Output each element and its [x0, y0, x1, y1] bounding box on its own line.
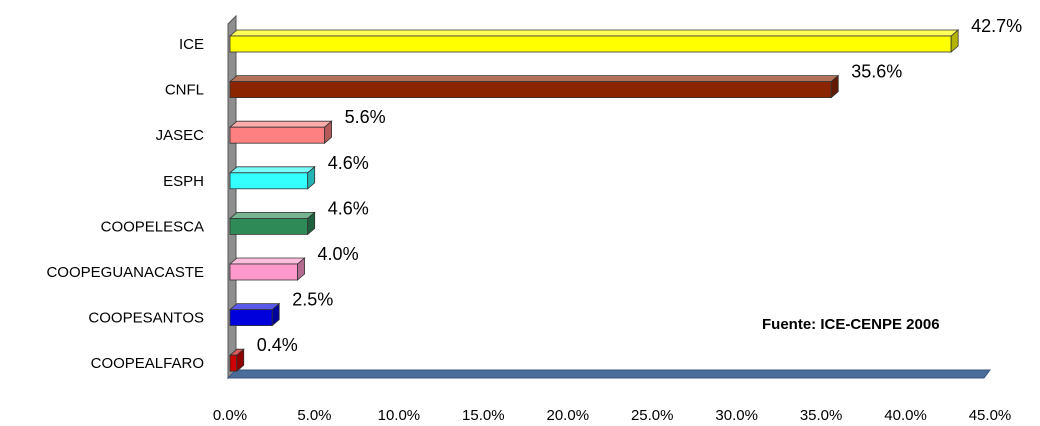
value-label: 4.6% [328, 198, 369, 218]
source-annotation: Fuente: ICE-CENPE 2006 [762, 316, 940, 333]
bar-top-face [228, 29, 960, 37]
bar [228, 302, 281, 327]
bar-top-face [228, 166, 316, 174]
bar-end-face [236, 348, 245, 373]
bar-top-face [228, 303, 281, 311]
x-axis-tick-labels: 0.0% 5.0% 10.0% 15.0% 20.0% 25.0% 30.0% 35.0% 40… [213, 407, 1011, 424]
x-tick-label: 10.0% [378, 407, 421, 424]
value-label: 42.7% [971, 16, 1022, 36]
bar-top-face [228, 257, 306, 265]
value-label: 5.6% [345, 107, 386, 127]
value-labels: 42.7% 35.6% 5.6% 4.6% 4.6% 4.0% 2.5% 0.4% [257, 16, 1022, 355]
bar-top-face [228, 211, 316, 219]
value-label: 4.6% [328, 153, 369, 173]
bar-front-face [229, 217, 309, 235]
bar-end-face [307, 211, 316, 236]
axis-floor [226, 369, 991, 379]
value-label: 2.5% [292, 290, 333, 310]
bar-front-face [229, 354, 238, 372]
bar-front-face [229, 172, 309, 190]
bar-end-face [324, 120, 332, 145]
bar-series [228, 29, 960, 373]
value-label: 0.4% [257, 335, 298, 355]
bar-front-face [229, 263, 298, 281]
x-tick-label: 20.0% [547, 407, 590, 424]
bar-front-face [229, 309, 273, 327]
bar-end-face [830, 74, 839, 99]
bar [228, 29, 960, 53]
category-label: ESPH [163, 173, 204, 190]
bar [228, 74, 840, 99]
category-label: CNFL [165, 82, 204, 99]
bar [228, 211, 316, 236]
bar-front-face [229, 126, 325, 144]
category-labels: ICE CNFL JASEC ESPH COOPELESCA COOPEGUANACAST… [46, 36, 204, 372]
category-label: COOPEGUANACASTE [46, 264, 204, 281]
bar-end-face [307, 165, 316, 190]
x-tick-label: 35.0% [800, 407, 843, 424]
x-tick-label: 30.0% [715, 407, 758, 424]
category-label: COOPEALFARO [91, 355, 204, 372]
bar-front-face [229, 81, 832, 98]
bar [228, 348, 245, 373]
chart-axes [226, 14, 991, 380]
bar-end-face [297, 257, 305, 281]
category-label: COOPESANTOS [88, 310, 204, 327]
x-tick-label: 25.0% [631, 407, 674, 424]
category-label: ICE [179, 36, 204, 53]
x-tick-label: 5.0% [297, 407, 331, 424]
bar-top-face [228, 75, 840, 82]
bar [228, 165, 316, 190]
x-tick-label: 45.0% [969, 407, 1012, 424]
bar-top-face [228, 120, 333, 128]
value-label: 35.6% [851, 62, 902, 82]
bar [228, 257, 306, 281]
category-label: COOPELESCA [101, 218, 204, 235]
bar-end-face [271, 302, 280, 327]
bar-end-face [950, 29, 959, 53]
bar-front-face [229, 35, 952, 53]
value-label: 4.0% [318, 244, 359, 264]
x-tick-label: 0.0% [213, 407, 247, 424]
x-tick-label: 15.0% [462, 407, 505, 424]
x-tick-label: 40.0% [884, 407, 927, 424]
bar [228, 120, 333, 145]
category-label: JASEC [156, 127, 205, 144]
